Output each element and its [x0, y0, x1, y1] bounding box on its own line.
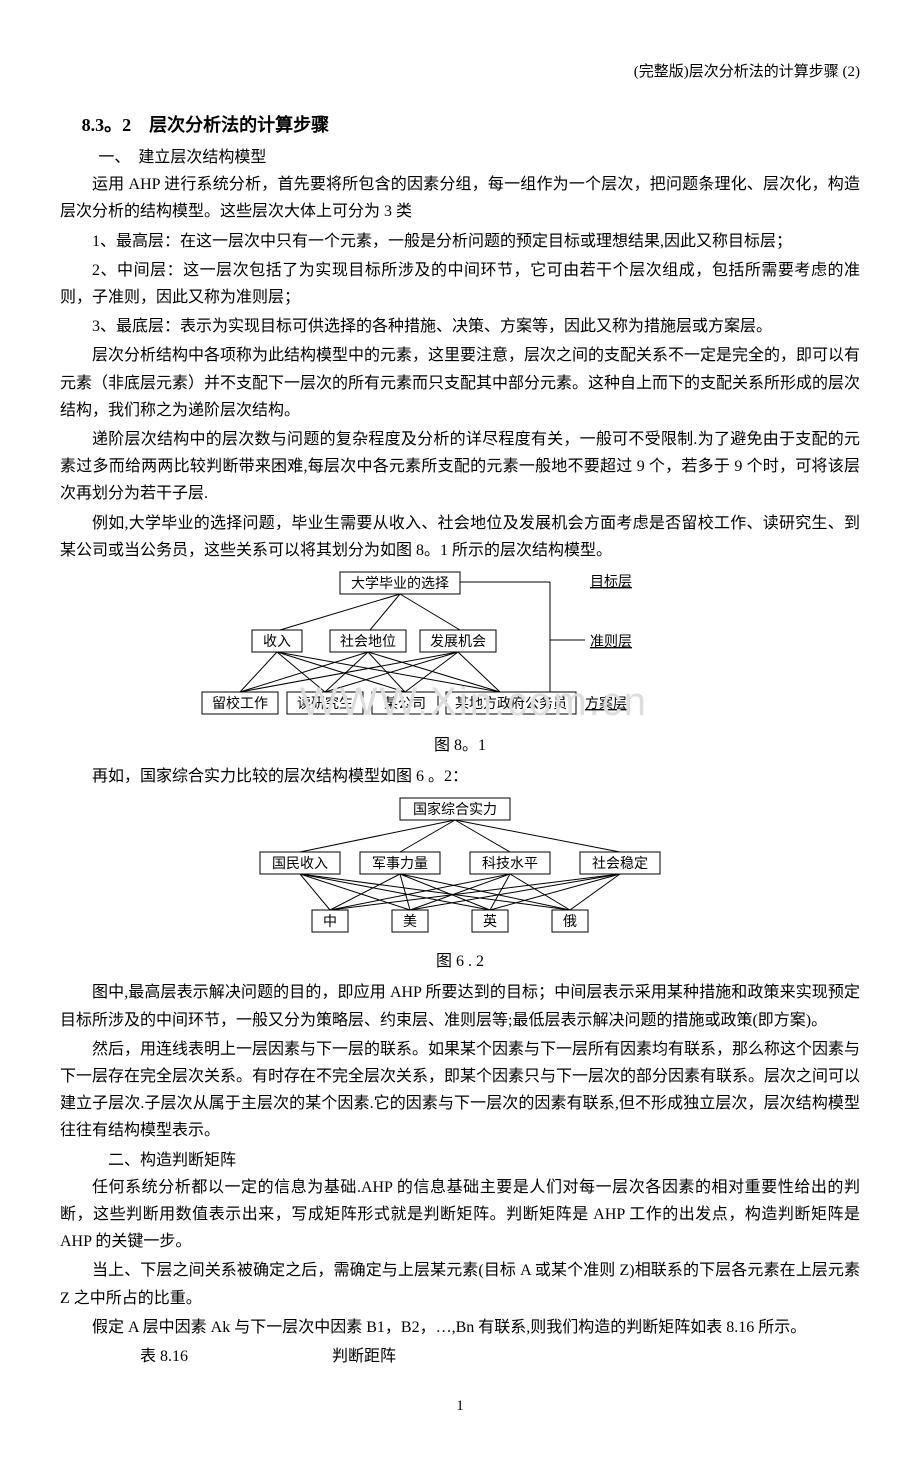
- svg-text:中: 中: [323, 914, 337, 930]
- paragraph: 然后，用连线表明上一层因素与下一层的联系。如果某个因素与下一层所有因素均有联系，…: [60, 1036, 860, 1145]
- svg-text:目标层: 目标层: [590, 574, 632, 590]
- svg-text:国家综合实力: 国家综合实力: [413, 801, 497, 818]
- figure-caption-1: 图 8。1: [60, 732, 860, 759]
- subtitle-1: 一、 建立层次结构模型: [60, 144, 860, 171]
- paragraph: 假定 A 层中因素 Ak 与下一层次中因素 B1，B2，…,Bn 有联系,则我们…: [60, 1314, 860, 1341]
- paragraph: 图中,最高层表示解决问题的目的，即应用 AHP 所要达到的目标；中间层表示采用某…: [60, 979, 860, 1033]
- section-title: 8.3。2 层次分析法的计算步骤: [60, 110, 860, 141]
- svg-text:方案层: 方案层: [585, 695, 627, 712]
- svg-text:国民收入: 国民收入: [272, 856, 328, 872]
- paragraph: 3、最底层：表示为实现目标可供选择的各种措施、决策、方案等，因此又称为措施层或方…: [60, 313, 860, 340]
- paragraph: 运用 AHP 进行系统分析，首先要将所包含的因素分组，每一组作为一个层次，把问题…: [60, 171, 860, 225]
- subtitle-2: 二、构造判断矩阵: [60, 1147, 860, 1174]
- svg-text:科技水平: 科技水平: [482, 856, 538, 872]
- paragraph: 当上、下层之间关系被确定之后，需确定与上层某元素(目标 A 或某个准则 Z)相联…: [60, 1257, 860, 1311]
- paragraph: 例如,大学毕业的选择问题，毕业生需要从收入、社会地位及发展机会方面考虑是否留校工…: [60, 510, 860, 564]
- header-note: (完整版)层次分析法的计算步骤 (2): [60, 60, 860, 86]
- figure-caption-2: 图 6 . 2: [60, 948, 860, 975]
- svg-text:某公司: 某公司: [384, 696, 426, 712]
- page-number: 1: [60, 1394, 860, 1420]
- svg-text:俄: 俄: [563, 914, 577, 930]
- hierarchy-diagram-1: 大学毕业的选择 目标层 收入 社会地位 发展机会 准则层 留校工作 读研究生 某…: [180, 568, 740, 728]
- svg-text:留校工作: 留校工作: [212, 695, 268, 712]
- paragraph: 层次分析结构中各项称为此结构模型中的元素，这里要注意，层次之间的支配关系不一定是…: [60, 342, 860, 424]
- svg-text:社会稳定: 社会稳定: [592, 856, 648, 872]
- hierarchy-diagram-2: 国家综合实力 国民收入 军事力量 科技水平 社会稳定 中 美 英 俄: [230, 794, 690, 944]
- paragraph: 1、最高层：在这一层次中只有一个元素，一般是分析问题的预定目标或理想结果,因此又…: [60, 228, 860, 255]
- svg-text:读研究生: 读研究生: [297, 695, 353, 712]
- svg-text:发展机会: 发展机会: [430, 634, 486, 650]
- paragraph: 2、中间层：这一层次包括了为实现目标所涉及的中间环节，它可由若干个层次组成，包括…: [60, 257, 860, 311]
- svg-text:社会地位: 社会地位: [340, 634, 396, 650]
- svg-text:准则层: 准则层: [590, 634, 632, 650]
- paragraph: 任何系统分析都以一定的信息为基础.AHP 的信息基础主要是人们对每一层次各因素的…: [60, 1174, 860, 1256]
- svg-text:英: 英: [483, 913, 497, 930]
- svg-text:某地方政府公务员: 某地方政府公务员: [455, 696, 567, 712]
- svg-text:美: 美: [403, 914, 417, 930]
- svg-text:收入: 收入: [263, 634, 291, 650]
- table-title: 表 8.16 判断距阵: [60, 1343, 860, 1370]
- paragraph: 再如，国家综合实力比较的层次结构模型如图 6 。2：: [60, 763, 860, 790]
- svg-text:大学毕业的选择: 大学毕业的选择: [351, 576, 449, 592]
- svg-text:军事力量: 军事力量: [372, 856, 428, 872]
- paragraph: 递阶层次结构中的层次数与问题的复杂程度及分析的详尽程度有关，一般可不受限制.为了…: [60, 426, 860, 508]
